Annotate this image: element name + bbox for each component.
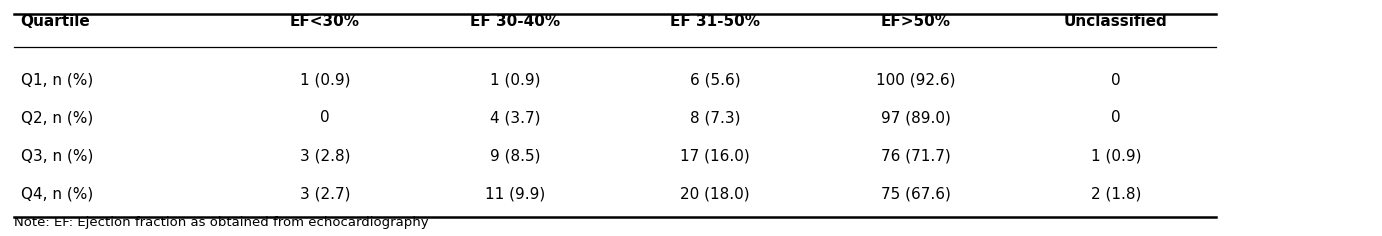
Text: 20 (18.0): 20 (18.0)	[680, 186, 750, 201]
Text: Q2, n (%): Q2, n (%)	[21, 110, 93, 126]
Text: EF 30-40%: EF 30-40%	[470, 14, 560, 29]
Text: EF>50%: EF>50%	[880, 14, 951, 29]
Text: 2 (1.8): 2 (1.8)	[1090, 186, 1142, 201]
Text: 4 (3.7): 4 (3.7)	[489, 110, 540, 126]
Text: Unclassified: Unclassified	[1064, 14, 1168, 29]
Text: 97 (89.0): 97 (89.0)	[880, 110, 951, 126]
Text: Quartile: Quartile	[21, 14, 90, 29]
Text: 100 (92.6): 100 (92.6)	[876, 73, 955, 88]
Text: 17 (16.0): 17 (16.0)	[680, 148, 750, 163]
Text: 75 (67.6): 75 (67.6)	[880, 186, 951, 201]
Text: 8 (7.3): 8 (7.3)	[690, 110, 741, 126]
Text: 9 (8.5): 9 (8.5)	[489, 148, 540, 163]
Text: EF 31-50%: EF 31-50%	[670, 14, 760, 29]
Text: Q1, n (%): Q1, n (%)	[21, 73, 93, 88]
Text: 6 (5.6): 6 (5.6)	[690, 73, 741, 88]
Text: 3 (2.8): 3 (2.8)	[300, 148, 350, 163]
Text: Note: EF: Ejection fraction as obtained from echocardiography: Note: EF: Ejection fraction as obtained …	[14, 216, 428, 229]
Text: Q3, n (%): Q3, n (%)	[21, 148, 93, 163]
Text: 3 (2.7): 3 (2.7)	[300, 186, 350, 201]
Text: 0: 0	[1111, 110, 1121, 126]
Text: Q4, n (%): Q4, n (%)	[21, 186, 93, 201]
Text: EF<30%: EF<30%	[290, 14, 359, 29]
Text: 76 (71.7): 76 (71.7)	[880, 148, 951, 163]
Text: 11 (9.9): 11 (9.9)	[485, 186, 545, 201]
Text: 0: 0	[1111, 73, 1121, 88]
Text: 1 (0.9): 1 (0.9)	[1090, 148, 1142, 163]
Text: 0: 0	[321, 110, 329, 126]
Text: 1 (0.9): 1 (0.9)	[489, 73, 540, 88]
Text: 1 (0.9): 1 (0.9)	[300, 73, 350, 88]
